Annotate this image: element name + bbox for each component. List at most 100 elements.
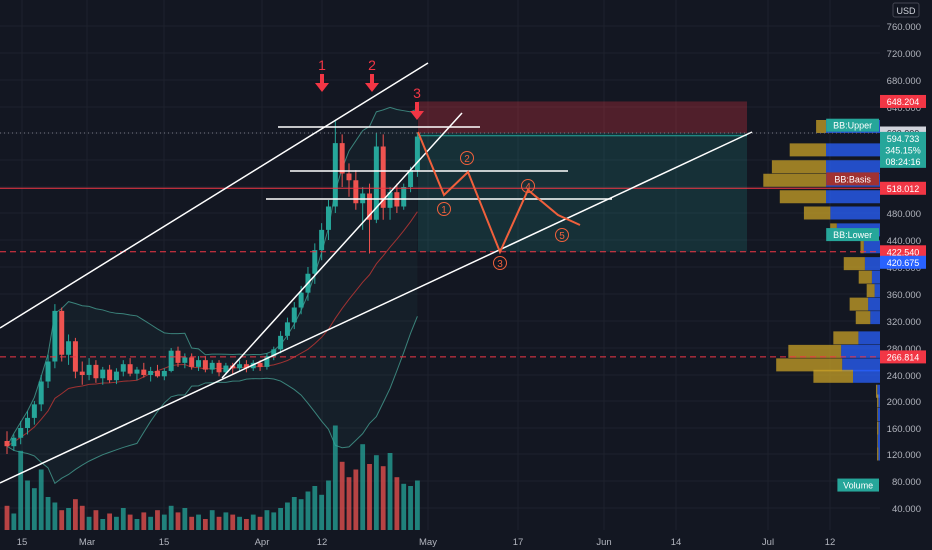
candle-body	[312, 250, 318, 274]
profile-down-bar	[877, 421, 879, 435]
volume-bar	[401, 483, 407, 530]
profile-up-bar	[878, 421, 880, 435]
time-axis[interactable]: 15 Mar 15 Apr 12 May 17 Jun 14 Jul 12	[17, 537, 836, 548]
volume-bar	[86, 516, 92, 530]
profile-down-bar	[843, 257, 865, 271]
price-label-bg	[880, 131, 926, 145]
profile-down-bar	[860, 240, 864, 254]
profile-down-bar	[858, 270, 872, 284]
arrow-number: 3	[413, 85, 421, 101]
profile-down-bar	[789, 143, 826, 157]
candle-body	[100, 369, 106, 379]
volume-bar	[271, 512, 277, 530]
price-label: 266.814	[887, 352, 920, 362]
y-tick-label: 720.000	[887, 49, 921, 60]
x-tick-label: 12	[317, 537, 328, 548]
candle-body	[387, 192, 393, 208]
volume-bar	[415, 480, 420, 530]
volume-bar	[312, 486, 318, 530]
volume-bar	[182, 508, 188, 530]
profile-down-bar	[849, 297, 869, 311]
volume-bar	[52, 502, 58, 530]
candle-body	[175, 350, 181, 363]
volume-bar	[31, 488, 37, 530]
wave-number: 4	[525, 182, 531, 193]
profile-down-bar	[877, 447, 879, 461]
profile-down-bar	[763, 173, 826, 187]
trendline	[0, 62, 429, 329]
profile-down-bar	[855, 311, 871, 325]
x-tick-label: Mar	[79, 537, 95, 548]
candle-body	[182, 357, 188, 363]
y-tick-label: 640.000	[887, 103, 921, 114]
wave-number: 2	[464, 154, 470, 165]
y-tick-label: 40.000	[892, 504, 921, 515]
volume-bar	[367, 464, 372, 530]
y-tick-label: 320.000	[887, 317, 921, 328]
volume-bar	[250, 514, 256, 530]
candle-body	[237, 364, 243, 369]
candle-body	[31, 404, 37, 418]
price-label: 422.540	[887, 247, 920, 257]
candle-body	[243, 364, 249, 369]
volume-bar	[237, 516, 242, 530]
price-labels: 648.204600.000594.733345.15%08:24:16518.…	[826, 94, 926, 492]
profile-up-bar	[826, 190, 880, 204]
wave-marker	[521, 179, 535, 193]
candle-body	[45, 361, 51, 382]
price-label-bg	[880, 245, 926, 259]
volume-bar	[11, 513, 17, 530]
volume-bar	[175, 512, 181, 530]
volume-bar	[387, 453, 393, 530]
price-label: 518.012	[887, 184, 920, 194]
profile-down-bar	[833, 331, 859, 345]
volume-bar	[161, 514, 167, 530]
wave-marker	[460, 151, 474, 165]
price-label-bg	[880, 154, 926, 168]
axis-bg	[880, 0, 932, 550]
bb-lower-line	[6, 316, 418, 485]
profile-down-bar	[776, 358, 843, 372]
profile-up-bar	[864, 257, 880, 271]
volume-bar	[209, 510, 215, 530]
price-axis[interactable]: 760.000720.000680.000640.000600.000560.0…	[880, 0, 932, 550]
candle-body	[59, 310, 65, 355]
volume-bar	[148, 516, 154, 530]
wave-marker	[437, 202, 451, 216]
candle-body	[346, 173, 352, 181]
volume-bar	[79, 505, 85, 530]
volume-bar	[264, 510, 270, 530]
projection-path	[417, 131, 581, 255]
indicator-tag: BB:Basis	[834, 174, 871, 184]
arrow-number: 1	[318, 57, 326, 73]
volume-bar	[141, 512, 147, 530]
volume-bar	[298, 499, 304, 530]
volume-bar	[107, 513, 112, 530]
stop-zone	[418, 101, 747, 133]
volume-bar	[230, 514, 236, 530]
candle-body	[298, 292, 304, 308]
candle-body	[11, 437, 17, 447]
volume-bar	[189, 516, 195, 530]
y-tick-label: 280.000	[887, 344, 921, 355]
volume-bar	[319, 494, 325, 530]
volume-bar	[25, 480, 30, 530]
profile-down-bar	[866, 284, 875, 298]
candle-body	[79, 371, 85, 375]
price-label: 345.15%	[885, 145, 921, 155]
trendlines[interactable]	[0, 62, 753, 484]
x-tick-label: 12	[825, 537, 836, 548]
candle-body	[373, 146, 379, 220]
profile-up-bar	[853, 369, 880, 383]
volume-bar	[73, 499, 78, 530]
volume-bar	[100, 519, 106, 530]
candle-body	[189, 357, 195, 367]
arrow-shaft	[320, 74, 324, 84]
volume-bar	[360, 444, 366, 530]
profile-up-bar	[826, 160, 880, 174]
profile-down-bar	[803, 206, 831, 220]
y-tick-label: 80.000	[892, 477, 921, 488]
arrow-number: 2	[368, 57, 376, 73]
